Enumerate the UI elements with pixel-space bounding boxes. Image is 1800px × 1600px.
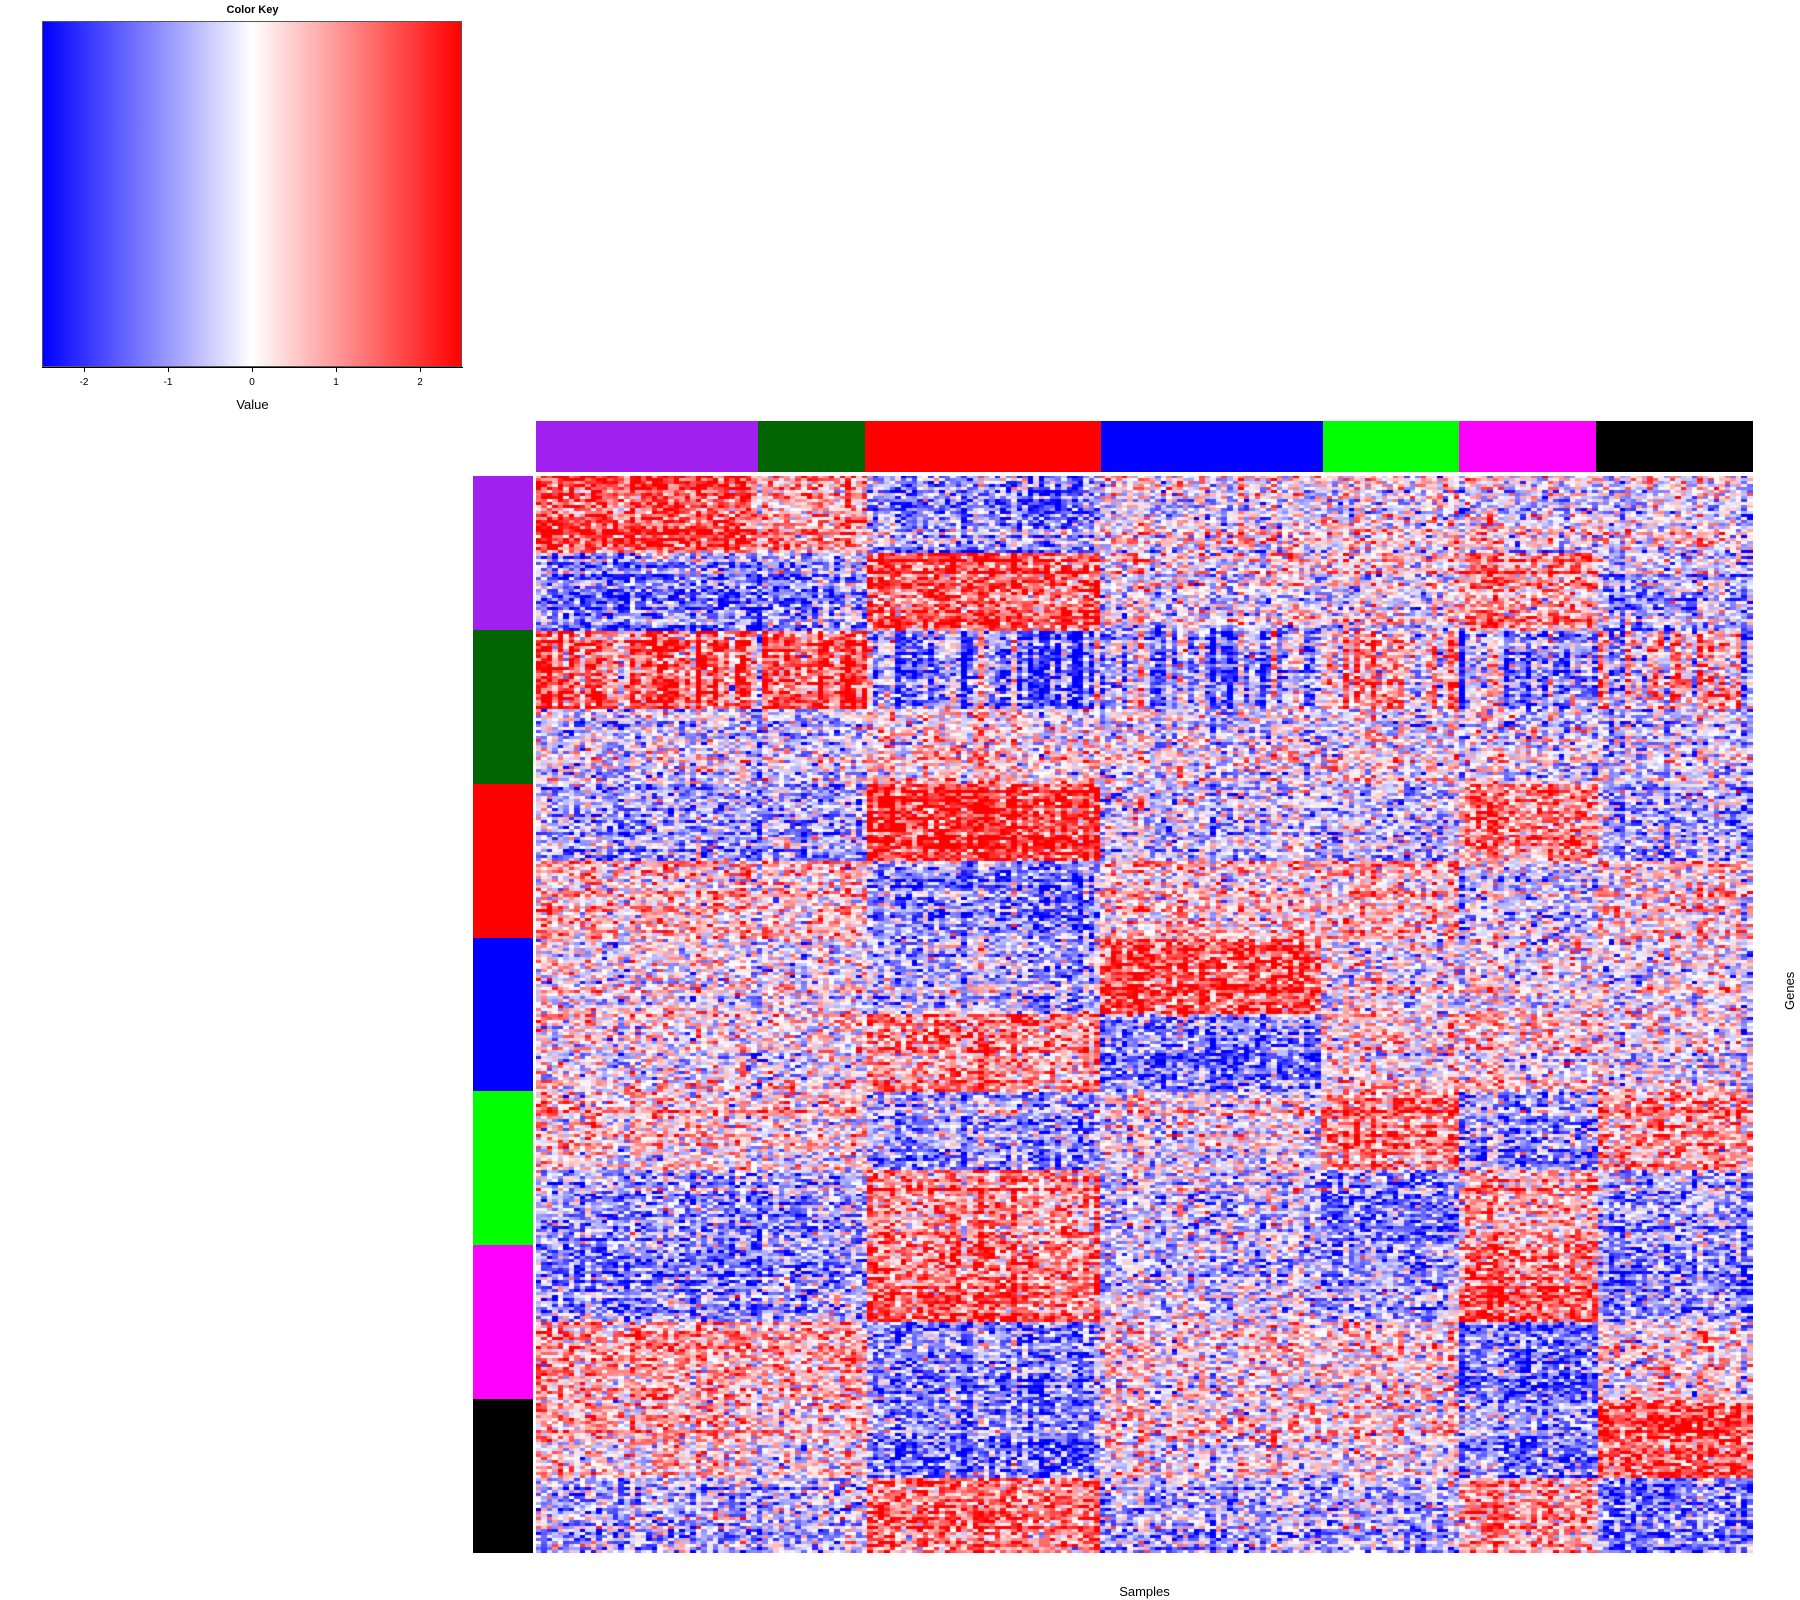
- color-key-axis-line: [42, 367, 463, 368]
- color-key-tick-label: -1: [163, 377, 173, 388]
- gene-group-swatch: [473, 1245, 533, 1400]
- x-axis-label: Samples: [1119, 1584, 1170, 1599]
- gene-group-swatch: [473, 476, 533, 630]
- sample-group-swatch: [757, 421, 866, 472]
- gene-group-colorbar: [473, 476, 533, 1554]
- sample-group-colorbar: [536, 421, 1753, 472]
- sample-group-swatch: [1595, 421, 1753, 472]
- sample-group-swatch: [865, 421, 1102, 472]
- color-key-tick: [420, 367, 421, 372]
- heatmap-cells: [536, 476, 1753, 1553]
- color-key-tick-label: 1: [333, 377, 339, 388]
- color-key-tick: [168, 367, 169, 372]
- gene-group-swatch: [473, 937, 533, 1092]
- gene-group-swatch: [473, 1399, 533, 1554]
- sample-group-swatch: [1458, 421, 1596, 472]
- sample-group-swatch: [1101, 421, 1323, 472]
- gene-group-swatch: [473, 783, 533, 938]
- color-key-gradient: [42, 21, 462, 367]
- color-key-tick-label: 0: [249, 377, 255, 388]
- sample-group-swatch: [536, 421, 758, 472]
- color-key-tick: [84, 367, 85, 372]
- color-key-axis: -2 -1 0 1 2: [42, 367, 463, 395]
- color-key-tick-label: -2: [79, 377, 89, 388]
- color-key-tick: [336, 367, 337, 372]
- sample-group-swatch: [1322, 421, 1459, 472]
- color-key-tick: [252, 367, 253, 372]
- color-key-xlabel: Value: [236, 397, 269, 412]
- color-key-tick-label: 2: [417, 377, 423, 388]
- y-axis-label: Genes: [1782, 971, 1797, 1010]
- gene-group-swatch: [473, 1091, 533, 1246]
- gene-group-swatch: [473, 629, 533, 784]
- color-key-title: Color Key: [226, 4, 279, 16]
